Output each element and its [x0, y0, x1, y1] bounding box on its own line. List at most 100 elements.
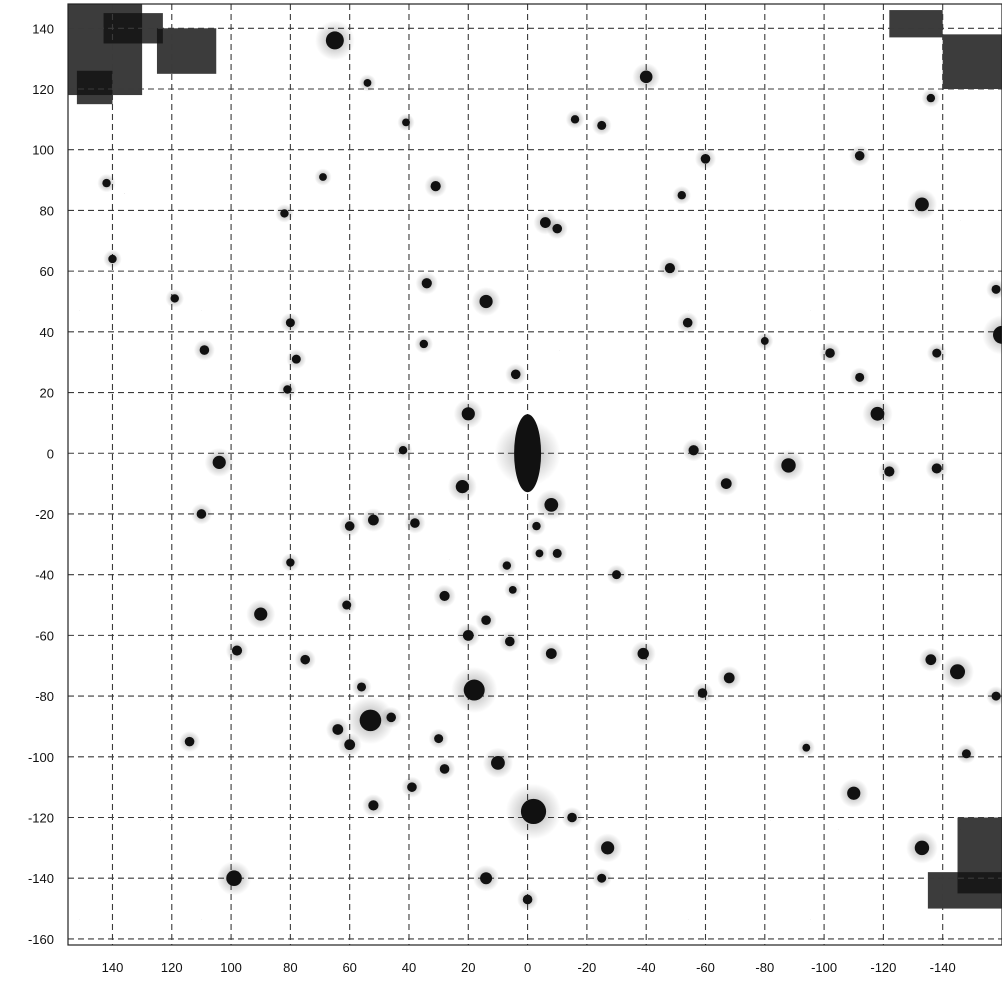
source-marker	[499, 630, 521, 653]
x-tick-label: -60	[696, 960, 715, 975]
source-core	[723, 672, 735, 684]
source-marker	[714, 471, 739, 496]
source-core	[479, 294, 493, 309]
source-core	[368, 800, 379, 811]
source-marker	[925, 457, 948, 480]
source-core	[781, 458, 796, 473]
source-marker	[433, 584, 456, 608]
dark-region	[156, 28, 217, 74]
dark-region	[942, 34, 1002, 89]
source-marker	[505, 363, 527, 385]
source-marker	[482, 747, 514, 779]
source-core	[407, 782, 417, 792]
source-marker	[682, 438, 705, 462]
source-marker	[361, 508, 386, 532]
source-marker	[362, 794, 385, 817]
source-marker	[694, 148, 717, 170]
source-marker	[315, 20, 355, 61]
x-tick-label: -40	[637, 960, 656, 975]
x-tick-label: -100	[811, 960, 837, 975]
source-marker	[380, 706, 402, 728]
source-core	[925, 654, 937, 666]
source-core	[697, 688, 708, 698]
source-core	[510, 369, 521, 380]
source-core	[639, 70, 653, 84]
source-marker	[926, 343, 947, 363]
y-tick-label: 20	[40, 386, 54, 401]
y-tick-label: 60	[40, 264, 54, 279]
source-core	[280, 209, 289, 218]
source-core	[932, 348, 942, 358]
y-tick-label: -60	[35, 628, 54, 643]
source-marker	[717, 665, 742, 690]
source-core	[664, 262, 676, 274]
source-marker	[630, 641, 656, 667]
x-tick-label: 120	[161, 960, 183, 975]
source-core	[196, 509, 207, 519]
source-core	[914, 840, 930, 856]
dark-region	[927, 872, 1002, 909]
source-core	[386, 712, 396, 723]
source-marker	[591, 115, 612, 136]
source-core	[682, 317, 693, 328]
source-core	[480, 872, 493, 885]
source-core	[170, 294, 179, 303]
source-marker	[397, 113, 415, 131]
plot-frame	[67, 3, 1002, 946]
source-marker	[530, 544, 549, 563]
source-marker	[428, 728, 449, 749]
source-core	[552, 223, 563, 234]
source-core	[760, 337, 769, 345]
y-axis-ticks: 140 120 100 80 60 40 20 0 -20 -40 -60 -80 -100 -120 -1…	[28, 21, 54, 947]
source-marker	[204, 447, 234, 477]
source-marker	[956, 743, 977, 764]
y-tick-label: -80	[35, 689, 54, 704]
source-core	[325, 31, 344, 50]
source-core	[508, 585, 517, 594]
source-core	[455, 480, 469, 494]
x-tick-label: 40	[402, 960, 416, 975]
source-core	[520, 798, 547, 825]
source-marker	[527, 516, 546, 536]
source-marker	[225, 639, 249, 662]
source-marker	[862, 398, 893, 429]
source-core	[342, 600, 352, 610]
source-core	[926, 93, 936, 103]
source-marker	[281, 553, 300, 572]
source-core	[597, 873, 607, 883]
source-marker	[606, 564, 627, 585]
source-marker	[193, 339, 215, 361]
x-tick-label: 100	[220, 960, 242, 975]
source-core	[504, 636, 515, 647]
source-marker	[280, 312, 301, 333]
source-core	[915, 197, 929, 212]
source-core	[688, 445, 699, 456]
source-marker	[849, 145, 871, 167]
source-marker	[472, 865, 500, 892]
source-core	[462, 629, 474, 641]
source-core	[398, 446, 408, 455]
source-marker	[593, 833, 623, 863]
x-tick-label: -20	[577, 960, 596, 975]
y-tick-label: -140	[28, 871, 54, 886]
source-marker	[921, 88, 941, 108]
source-marker	[632, 62, 661, 91]
y-tick-label: 100	[32, 143, 54, 158]
source-core	[283, 385, 292, 394]
source-core	[522, 894, 533, 905]
source-marker	[918, 647, 943, 672]
source-marker	[447, 472, 477, 502]
source-marker	[453, 399, 483, 429]
source-core	[102, 178, 111, 188]
y-tick-label: -120	[28, 811, 54, 826]
source-core	[231, 645, 243, 656]
source-core	[677, 191, 686, 200]
source-marker	[414, 334, 434, 354]
y-tick-label: 120	[32, 82, 54, 97]
x-tick-label: 60	[342, 960, 356, 975]
source-marker	[517, 888, 539, 911]
dark-region	[889, 10, 943, 38]
source-core	[439, 590, 450, 602]
